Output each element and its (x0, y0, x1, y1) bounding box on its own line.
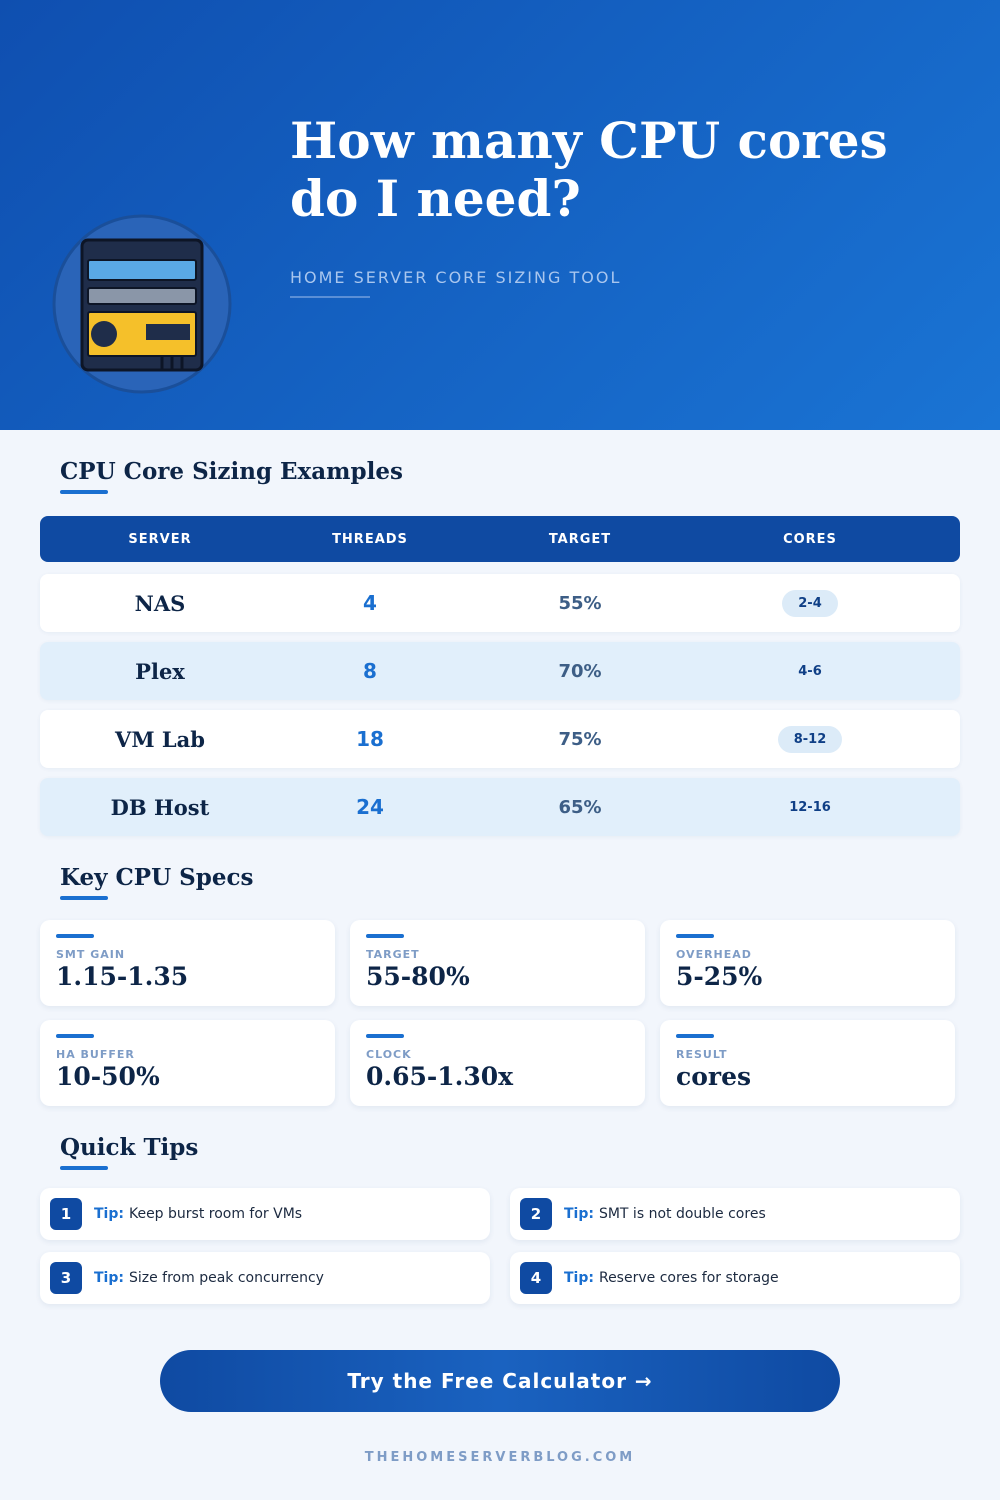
spec-card: CLOCK 0.65-1.30x (350, 1020, 645, 1106)
threads: 18 (356, 727, 384, 751)
table-header: SERVER THREADS TARGET CORES (40, 516, 960, 562)
server-icon (52, 214, 232, 394)
tip-card: 1 Tip: Keep burst room for VMs (40, 1188, 490, 1240)
server-name: Plex (135, 658, 185, 684)
tip-card: 4 Tip: Reserve cores for storage (510, 1252, 960, 1304)
cta-button[interactable]: Try the Free Calculator → (160, 1350, 840, 1412)
column-header: SERVER (128, 531, 192, 547)
column-header: CORES (783, 531, 837, 547)
table-cell: 75% (500, 710, 660, 768)
tip-text: Keep burst room for VMs (128, 1206, 303, 1222)
title: How many CPU cores do I need? (290, 111, 888, 228)
subtitle-rule (290, 296, 370, 298)
tip-prefix: Tip: (564, 1270, 594, 1286)
target: 55% (558, 592, 602, 614)
target: 75% (558, 728, 602, 750)
hero: How many CPU cores do I need? HOME SERVE… (0, 0, 1000, 430)
tip-number: 4 (520, 1262, 552, 1294)
tip-card: 3 Tip: Size from peak concurrency (40, 1252, 490, 1304)
tip-number: 1 (50, 1198, 82, 1230)
tip-prefix: Tip: (564, 1206, 594, 1222)
tip-text: Size from peak concurrency (128, 1270, 324, 1286)
server-name: NAS (134, 590, 186, 616)
spec-value: 55-80% (366, 962, 470, 991)
spec-value: 10-50% (56, 1062, 160, 1091)
target: 70% (558, 660, 602, 682)
tip-text: SMT is not double cores (598, 1206, 766, 1222)
spec-accent (366, 934, 404, 938)
threads: 24 (356, 795, 384, 819)
table-cell: 65% (500, 778, 660, 836)
underline (60, 490, 108, 494)
spec-accent (676, 1034, 714, 1038)
spec-label: SMT GAIN (56, 948, 126, 961)
spec-label: RESULT (676, 1048, 728, 1061)
tip-prefix: Tip: (94, 1270, 124, 1286)
footer: THEHOMESERVERBLOG.COM (364, 1450, 636, 1465)
tip-card: 2 Tip: SMT is not double cores (510, 1188, 960, 1240)
table-cell: 18 (290, 710, 450, 768)
table-cell: 55% (500, 574, 660, 632)
tip-prefix: Tip: (94, 1206, 124, 1222)
cores: 4-6 (798, 663, 822, 679)
table-cell: VM Lab (80, 710, 240, 768)
spec-value: 5-25% (676, 962, 763, 991)
table-row: NAS 4 55% 2-4 (40, 574, 960, 632)
subtitle: HOME SERVER CORE SIZING TOOL (290, 268, 622, 287)
spec-label: TARGET (366, 948, 420, 961)
table-cell: 2-4 (730, 574, 890, 632)
table-row: Plex 8 70% 4-6 (40, 642, 960, 700)
tip-number: 2 (520, 1198, 552, 1230)
spec-card: RESULT cores (660, 1020, 955, 1106)
server-name: DB Host (110, 794, 210, 820)
section-title: Quick Tips (60, 1134, 199, 1161)
spec-label: CLOCK (366, 1048, 412, 1061)
table-cell: 12-16 (730, 778, 890, 836)
table-cell: 8 (290, 642, 450, 700)
table-cell: 8-12 (730, 710, 890, 768)
spec-label: OVERHEAD (676, 948, 752, 961)
threads: 4 (363, 591, 377, 615)
spec-accent (56, 934, 94, 938)
cores: 12-16 (789, 799, 831, 815)
column-header: THREADS (332, 531, 408, 547)
table-cell: 24 (290, 778, 450, 836)
table-row: DB Host 24 65% 12-16 (40, 778, 960, 836)
threads: 8 (363, 659, 377, 683)
spec-card: OVERHEAD 5-25% (660, 920, 955, 1006)
target: 65% (558, 796, 602, 818)
table-cell: DB Host (80, 778, 240, 836)
spec-accent (366, 1034, 404, 1038)
spec-value: 0.65-1.30x (366, 1062, 514, 1091)
spec-value: cores (676, 1062, 752, 1091)
table-row: VM Lab 18 75% 8-12 (40, 710, 960, 768)
table-cell: NAS (80, 574, 240, 632)
section-title: Key CPU Specs (60, 864, 254, 891)
spec-accent (676, 934, 714, 938)
spec-value: 1.15-1.35 (56, 962, 189, 991)
section-title: CPU Core Sizing Examples (60, 458, 403, 485)
table-cell: 4 (290, 574, 450, 632)
column-header: TARGET (548, 531, 612, 547)
table-cell: Plex (80, 642, 240, 700)
underline (60, 896, 108, 900)
tip-number: 3 (50, 1262, 82, 1294)
server-name: VM Lab (115, 726, 205, 752)
cores: 8-12 (777, 725, 843, 753)
table-cell: 70% (500, 642, 660, 700)
spec-accent (56, 1034, 94, 1038)
spec-card: SMT GAIN 1.15-1.35 (40, 920, 335, 1006)
spec-card: TARGET 55-80% (350, 920, 645, 1006)
table-cell: 4-6 (730, 642, 890, 700)
cores: 2-4 (782, 589, 838, 617)
tip-text: Reserve cores for storage (598, 1270, 779, 1286)
spec-card: HA BUFFER 10-50% (40, 1020, 335, 1106)
spec-label: HA BUFFER (56, 1048, 135, 1061)
underline (60, 1166, 108, 1170)
